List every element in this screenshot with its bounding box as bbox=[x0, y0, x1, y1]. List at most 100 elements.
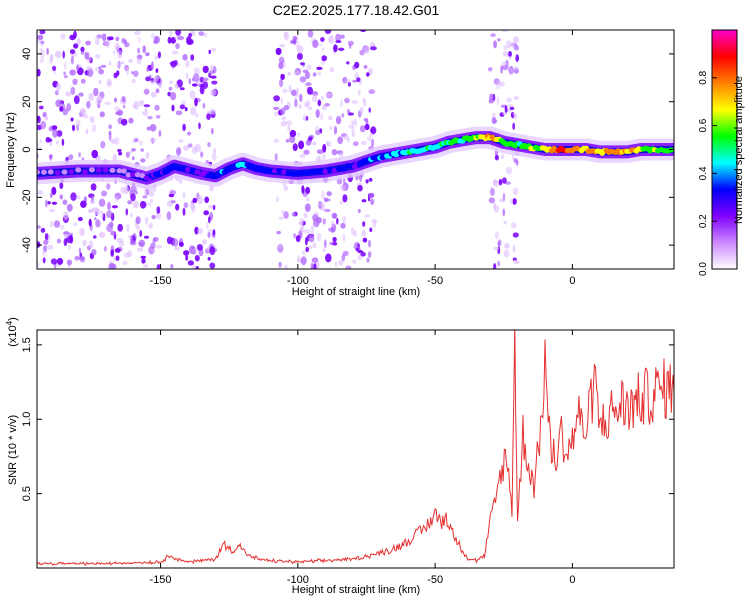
noise-speckle bbox=[305, 246, 310, 253]
ridge-cell bbox=[130, 171, 137, 178]
noise-speckle bbox=[296, 52, 303, 61]
noise-speckle bbox=[114, 136, 120, 146]
ridge-cell bbox=[54, 170, 61, 176]
noise-speckle bbox=[328, 35, 334, 44]
noise-speckle bbox=[188, 78, 191, 85]
noise-speckle bbox=[514, 44, 519, 51]
ridge-cell bbox=[102, 167, 109, 173]
noise-speckle bbox=[351, 120, 355, 126]
noise-speckle bbox=[130, 193, 136, 202]
noise-speckle bbox=[207, 232, 211, 238]
snr-x-label: Height of straight line (km) bbox=[292, 584, 420, 596]
noise-speckle bbox=[304, 237, 308, 246]
noise-speckle bbox=[82, 114, 89, 119]
noise-speckle bbox=[368, 89, 376, 95]
noise-speckle bbox=[512, 112, 516, 116]
noise-speckle bbox=[361, 199, 367, 203]
noise-speckle bbox=[40, 121, 47, 130]
noise-speckle bbox=[120, 61, 125, 65]
noise-speckle bbox=[178, 241, 184, 247]
noise-speckle bbox=[367, 239, 372, 248]
noise-speckle bbox=[85, 40, 91, 46]
noise-speckle bbox=[332, 242, 338, 246]
noise-speckle bbox=[313, 263, 317, 269]
noise-speckle bbox=[323, 197, 328, 203]
noise-speckle bbox=[371, 138, 375, 148]
noise-speckle bbox=[74, 255, 80, 261]
noise-speckle bbox=[60, 33, 66, 40]
noise-speckle bbox=[178, 138, 184, 143]
noise-speckle bbox=[89, 199, 96, 204]
noise-speckle bbox=[37, 225, 41, 229]
noise-speckle bbox=[108, 132, 112, 141]
noise-speckle bbox=[502, 177, 507, 184]
noise-speckle bbox=[150, 91, 157, 98]
noise-speckle bbox=[127, 250, 133, 258]
noise-speckle bbox=[493, 246, 500, 251]
noise-speckle bbox=[190, 201, 195, 211]
ridge-cell bbox=[276, 168, 283, 174]
noise-speckle bbox=[330, 221, 335, 227]
noise-speckle bbox=[56, 238, 62, 244]
noise-speckle bbox=[156, 264, 161, 269]
noise-speckle bbox=[191, 204, 196, 213]
noise-speckle bbox=[351, 126, 355, 135]
noise-speckle bbox=[508, 51, 512, 58]
noise-speckle bbox=[106, 210, 113, 219]
noise-speckle bbox=[75, 195, 81, 200]
noise-speckle bbox=[39, 139, 43, 143]
noise-speckle bbox=[174, 246, 181, 251]
noise-speckle bbox=[499, 81, 505, 87]
noise-speckle bbox=[200, 151, 204, 158]
colorbar: 0.0 0.2 0.4 0.6 0.8 Normalized spectral ampl… bbox=[698, 29, 745, 276]
noise-speckle bbox=[361, 229, 366, 237]
noise-speckle bbox=[492, 180, 500, 188]
noise-speckle bbox=[135, 216, 141, 225]
noise-speckle bbox=[144, 108, 148, 117]
noise-speckle bbox=[353, 141, 359, 147]
noise-speckle bbox=[189, 90, 196, 100]
ridge-cell bbox=[267, 168, 274, 174]
noise-speckle bbox=[142, 45, 146, 54]
noise-speckle bbox=[506, 40, 512, 49]
noise-speckle bbox=[203, 33, 208, 38]
noise-speckle bbox=[296, 40, 300, 50]
noise-speckle bbox=[44, 233, 49, 241]
noise-speckle bbox=[183, 202, 189, 209]
noise-speckle bbox=[71, 124, 76, 132]
snr-frame bbox=[36, 329, 675, 569]
noise-speckle bbox=[331, 149, 338, 156]
noise-speckle bbox=[113, 97, 118, 103]
noise-speckle bbox=[117, 148, 122, 153]
noise-speckle bbox=[206, 113, 211, 120]
noise-speckle bbox=[175, 203, 180, 211]
noise-speckle bbox=[138, 239, 146, 248]
snr-background bbox=[37, 330, 674, 568]
noise-speckle bbox=[505, 59, 509, 68]
noise-speckle bbox=[295, 87, 300, 97]
noise-speckle bbox=[143, 104, 151, 108]
noise-speckle bbox=[205, 221, 209, 230]
noise-speckle bbox=[503, 249, 510, 258]
noise-speckle bbox=[504, 242, 510, 249]
noise-speckle bbox=[273, 106, 280, 111]
noise-speckle bbox=[82, 239, 87, 247]
noise-speckle bbox=[325, 253, 332, 263]
noise-speckle bbox=[369, 227, 373, 233]
noise-speckle bbox=[146, 67, 150, 72]
noise-speckle bbox=[130, 212, 133, 218]
noise-speckle bbox=[204, 196, 210, 204]
noise-speckle bbox=[368, 177, 373, 182]
ridge-cell bbox=[194, 169, 201, 175]
noise-speckle bbox=[105, 39, 111, 48]
noise-speckle bbox=[112, 50, 116, 55]
ridge-cell bbox=[88, 167, 95, 173]
noise-speckle bbox=[371, 218, 378, 224]
noise-speckle bbox=[315, 109, 320, 118]
noise-speckle bbox=[166, 200, 173, 207]
noise-speckle bbox=[211, 80, 218, 85]
noise-speckle bbox=[85, 128, 89, 134]
noise-speckle bbox=[276, 230, 281, 235]
noise-speckle bbox=[315, 130, 321, 136]
noise-speckle bbox=[362, 237, 368, 243]
